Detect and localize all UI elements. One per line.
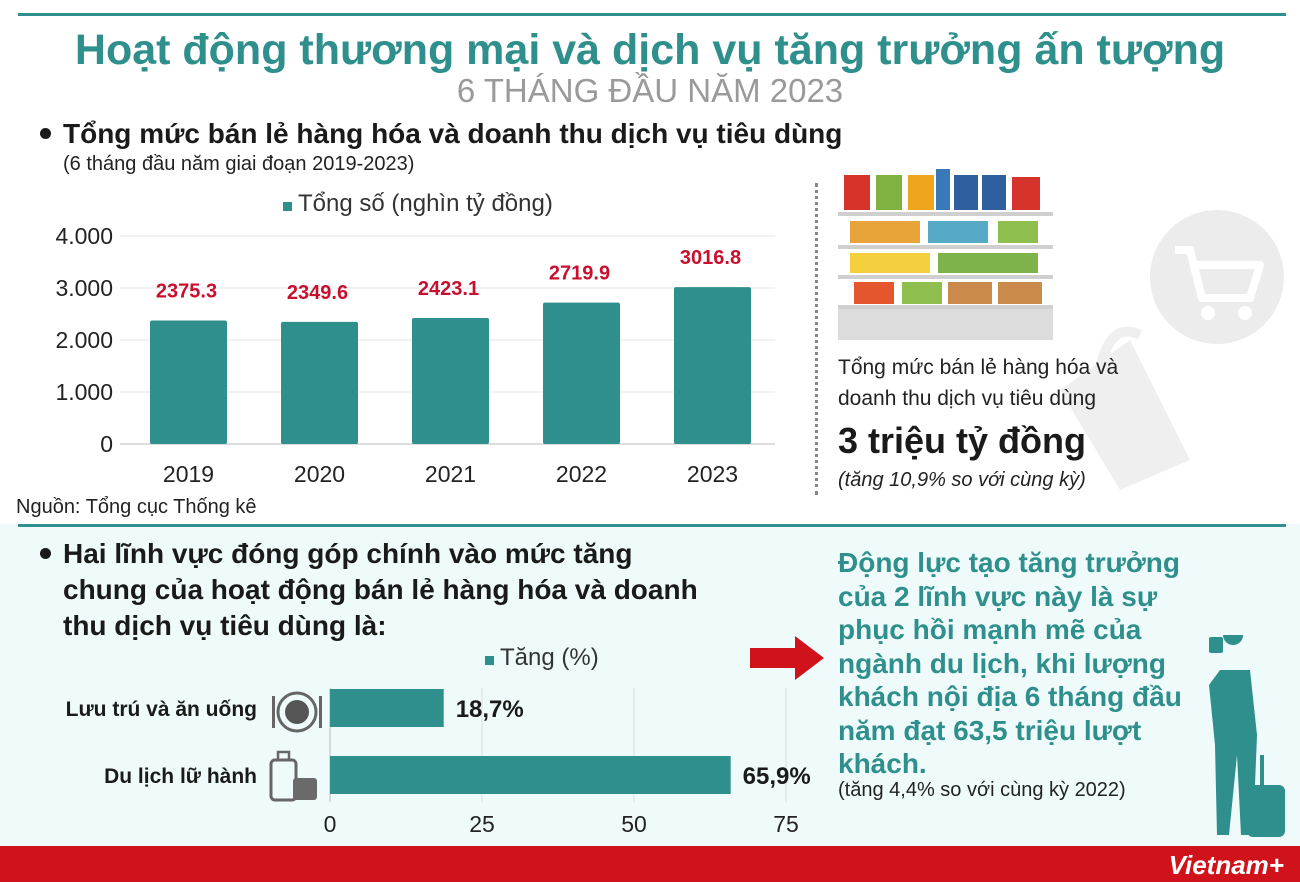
section2-heading-line-2: chung của hoạt động bán lẻ hàng hóa và d…	[63, 574, 698, 605]
growth-line-3: phục hồi mạnh mẽ của	[838, 614, 1142, 645]
legend-swatch-1	[283, 202, 292, 211]
x-tick-label: 2019	[163, 461, 214, 487]
side-big-value: 3 triệu tỷ đồng	[838, 420, 1087, 461]
x-tick-label: 75	[773, 811, 799, 837]
section2-heading-line-3: thu dịch vụ tiêu dùng là:	[63, 610, 387, 641]
page-title: Hoạt động thương mại và dịch vụ tăng trư…	[74, 26, 1226, 74]
bullet-2	[40, 548, 51, 559]
section2-heading-line-1: Hai lĩnh vực đóng góp chính vào mức tăng	[63, 538, 633, 569]
y-tick-label: 0	[100, 431, 113, 457]
legend-swatch-2	[485, 656, 494, 665]
plate-icon	[272, 691, 322, 733]
footer-bar	[0, 846, 1300, 882]
source-note: Nguồn: Tổng cục Thống kê	[16, 496, 257, 518]
bar-value-label: 65,9%	[743, 763, 811, 790]
growth-line-6: năm đạt 63,5 triệu lượt	[838, 714, 1142, 746]
right-arrow-icon	[750, 636, 824, 680]
section-divider	[18, 524, 1286, 527]
cart-icon	[1150, 210, 1284, 344]
shopping-bag-icon	[1060, 326, 1190, 490]
y-tick-label: 3.000	[55, 275, 113, 301]
bullet-1	[40, 128, 51, 139]
y-tick-label: 4.000	[55, 223, 113, 249]
store-shelf-icon	[838, 169, 1053, 340]
page-subtitle: 6 THÁNG ĐẦU NĂM 2023	[456, 72, 844, 109]
growth-line-4: ngành du lịch, khi lượng	[838, 647, 1166, 679]
bar	[330, 689, 444, 727]
x-tick-label: 50	[621, 811, 647, 837]
category-label: Lưu trú và ăn uống	[66, 698, 257, 721]
bar	[281, 321, 358, 444]
legend-label-1: Tổng số (nghìn tỷ đồng)	[298, 190, 553, 217]
traveler-icon	[1209, 635, 1285, 837]
bar-value-label: 18,7%	[456, 696, 524, 723]
y-tick-label: 1.000	[55, 379, 113, 405]
bar-value-label: 2375.3	[156, 280, 217, 302]
dotted-divider	[815, 183, 818, 495]
growth-line-1: Động lực tạo tăng trưởng	[838, 547, 1180, 578]
luggage-icon	[269, 750, 317, 802]
growth-line-5: khách nội địa 6 tháng đầu	[838, 681, 1182, 712]
x-tick-label: 25	[469, 811, 495, 837]
x-tick-label: 0	[324, 811, 337, 837]
top-rule	[18, 13, 1286, 16]
bar-value-label: 2719.9	[549, 263, 610, 285]
x-tick-label: 2022	[556, 461, 607, 487]
growth-line-2: của 2 lĩnh vực này là sự	[838, 580, 1158, 612]
bar	[412, 317, 489, 444]
bar-value-label: 2423.1	[418, 278, 479, 300]
side-line-2: doanh thu dịch vụ tiêu dùng	[838, 387, 1097, 410]
x-tick-label: 2023	[687, 461, 738, 487]
section1-note: (6 tháng đầu năm giai đoạn 2019-2023)	[63, 153, 415, 175]
bar	[543, 302, 620, 444]
bar-value-label: 3016.8	[680, 247, 741, 269]
legend-label-2: Tăng (%)	[500, 644, 599, 671]
x-tick-label: 2021	[425, 461, 476, 487]
growth-driver-text: Động lực tạo tăng trưởng của 2 lĩnh vực …	[838, 546, 1218, 781]
horizontal-bar-chart: Lưu trú và ăn uống Du lịch lữ hành 18,7% 6…	[66, 688, 811, 837]
side-note: (tăng 10,9% so với cùng kỳ)	[838, 469, 1086, 491]
category-label: Du lịch lữ hành	[104, 765, 257, 788]
brand-logo: Vietnam+	[1168, 850, 1284, 880]
side-line-1: Tổng mức bán lẻ hàng hóa và	[838, 356, 1119, 379]
bar	[674, 287, 751, 444]
column-chart: 0 1.000 2.000 3.000 4.000 2375.3 2349.6 2423.1…	[55, 223, 775, 487]
bar	[150, 320, 227, 444]
bar-value-label: 2349.6	[287, 282, 348, 304]
y-tick-label: 2.000	[55, 327, 113, 353]
growth-line-7: khách.	[838, 748, 927, 779]
bar	[330, 756, 731, 794]
growth-note: (tăng 4,4% so với cùng kỳ 2022)	[838, 779, 1126, 801]
section1-heading: Tổng mức bán lẻ hàng hóa và doanh thu dị…	[63, 118, 843, 149]
x-tick-label: 2020	[294, 461, 345, 487]
